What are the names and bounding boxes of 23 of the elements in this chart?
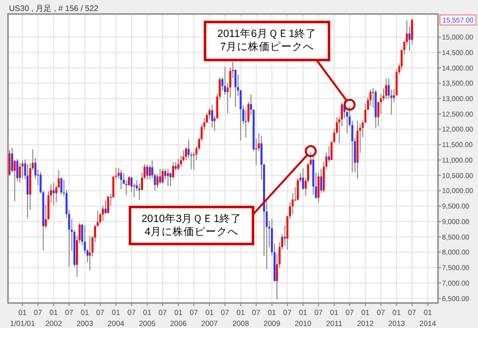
candlestick <box>22 160 24 179</box>
candlestick <box>148 164 151 180</box>
chart-title: US30 , 月足 , # 156 / 522 <box>9 4 99 13</box>
candlestick <box>211 104 214 128</box>
candlestick <box>146 164 148 180</box>
candlestick <box>107 194 110 214</box>
candlestick <box>369 89 372 107</box>
candlestick <box>177 158 180 171</box>
candlestick <box>284 224 286 246</box>
annotation: 2010年3月ＱＥ1終了 4月に株価ピークへ <box>141 213 242 238</box>
candlestick <box>162 168 164 184</box>
candlestick <box>88 236 91 271</box>
candlestick <box>52 182 55 206</box>
candlestick <box>318 172 320 204</box>
candlestick <box>120 169 122 190</box>
candlestick <box>60 176 62 196</box>
candlestick <box>18 162 21 184</box>
annotation: 2011年6月ＱＥ1終了 7月に株価ピークへ <box>217 28 317 53</box>
candlestick <box>26 164 29 219</box>
candlestick <box>138 182 140 200</box>
candlestick <box>159 168 162 184</box>
candlestick <box>166 168 169 187</box>
candlestick <box>385 78 388 100</box>
